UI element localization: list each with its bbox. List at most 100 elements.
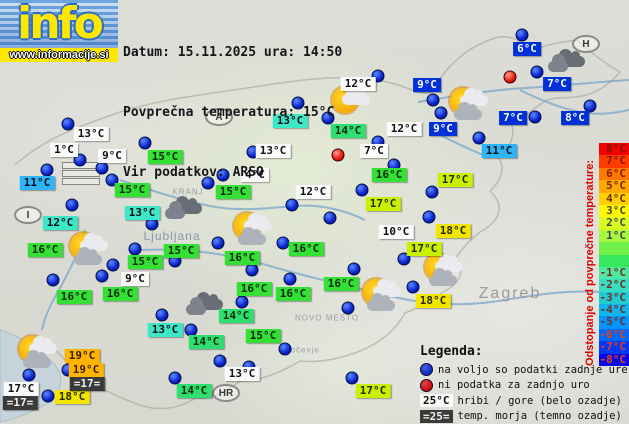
station-dot[interactable] (65, 198, 79, 212)
temp-station-label: 17°C (406, 242, 442, 256)
temp-station-label: 14°C (176, 384, 212, 398)
scale-row: -8°C (599, 353, 629, 367)
station-dot[interactable] (155, 308, 169, 322)
legend-sample-box: =25= (420, 409, 453, 423)
scale-row: -5°C (599, 316, 629, 329)
station-dot[interactable] (95, 161, 109, 175)
station-dot[interactable] (426, 93, 440, 107)
icon-part (373, 279, 401, 297)
temp-station-label: 16°C (224, 251, 260, 265)
station-dot[interactable] (41, 389, 55, 403)
legend-items: na voljo so podatki zadnje ure ni podatka… (420, 362, 629, 424)
temp-station-label: 16°C (275, 287, 311, 301)
icon-part (74, 247, 102, 265)
temp-station-label: 11°C (19, 176, 55, 190)
station-dot[interactable] (46, 273, 60, 287)
temp-station-label: 18°C (435, 224, 471, 238)
station-dot[interactable] (355, 183, 369, 197)
scale-row: -6°C (599, 328, 629, 342)
temp-station-label: 14°C (330, 124, 366, 138)
map-header: Datum: 15.11.2025 ura: 14:50 Povprečna t… (123, 3, 342, 223)
station-dot[interactable] (528, 110, 542, 124)
icon-part (342, 87, 370, 105)
station-dot[interactable] (425, 185, 439, 199)
temp-station-label: 10°C (378, 225, 414, 239)
legend-item-text: na voljo so podatki zadnje ure (438, 363, 628, 376)
station-dot[interactable] (321, 111, 335, 125)
temp-station-label: 16°C (371, 168, 407, 182)
station-dot[interactable] (434, 106, 448, 120)
country-marker-hr: HR (212, 384, 240, 402)
station-dot[interactable] (422, 210, 436, 224)
icon-part (62, 178, 100, 185)
station-dot[interactable] (515, 28, 529, 42)
station-dot[interactable] (235, 295, 249, 309)
station-dot[interactable] (341, 301, 355, 315)
dark-cloud-icon (183, 284, 229, 322)
station-dot[interactable] (106, 258, 120, 272)
legend-item: =25= temp. morja (temno ozadje) (420, 409, 629, 424)
temp-station-label: 17°C (365, 197, 401, 211)
icon-part (29, 336, 57, 354)
temp-station-label: 13°C (124, 206, 160, 220)
site-logo[interactable]: info www.informacije.si (0, 0, 118, 62)
temp-station-label: 9°C (98, 149, 126, 163)
temperature-deviation-scale: 8°C 7°C 6°C 5°C 4°C 3°C 2°C 1°C -1°C -2°C -3°C -4°C… (599, 142, 629, 367)
station-dot[interactable] (283, 272, 297, 286)
temp-station-label: 13°C (272, 114, 308, 128)
temp-station-label: 15°C (215, 185, 251, 199)
icon-part (80, 233, 108, 251)
station-dot[interactable] (406, 280, 420, 294)
temp-station-label: 17°C (3, 382, 39, 396)
station-dot-no-data[interactable] (331, 148, 345, 162)
station-dot[interactable] (347, 262, 361, 276)
station-dot[interactable] (211, 236, 225, 250)
station-dot[interactable] (291, 96, 305, 110)
temp-station-label: 16°C (102, 287, 138, 301)
icon-part (435, 254, 463, 272)
temp-station-label: 11°C (481, 144, 517, 158)
station-dot[interactable] (216, 168, 230, 182)
country-marker-a: A (205, 108, 233, 126)
station-dot[interactable] (168, 371, 182, 385)
station-dot[interactable] (583, 99, 597, 113)
station-dot[interactable] (345, 371, 359, 385)
temp-station-label: 9°C (121, 272, 149, 286)
temp-station-label: 15°C (147, 150, 183, 164)
temp-station-label: 16°C (323, 277, 359, 291)
station-dot[interactable] (22, 368, 36, 382)
station-dot[interactable] (323, 211, 337, 225)
station-dot[interactable] (245, 263, 259, 277)
station-dot[interactable] (213, 354, 227, 368)
temp-station-label: 7°C (543, 77, 571, 91)
station-dot[interactable] (95, 269, 109, 283)
station-dot[interactable] (61, 117, 75, 131)
station-dot[interactable] (278, 342, 292, 356)
station-dot[interactable] (40, 163, 54, 177)
temp-station-label: 4°C (241, 168, 269, 182)
temp-station-label: 15°C (163, 244, 199, 258)
scale-row: 1°C (599, 229, 629, 243)
station-dot[interactable] (201, 176, 215, 190)
scale-row: -1°C (599, 266, 629, 280)
station-dot[interactable] (472, 131, 486, 145)
station-dot[interactable] (276, 236, 290, 250)
sun-clouds-icon (358, 277, 404, 315)
temp-station-label: 18°C (54, 390, 90, 404)
icon-part (454, 102, 482, 120)
icon-part (165, 201, 185, 219)
station-dot[interactable] (128, 242, 142, 256)
city-label: Kočevje (284, 345, 320, 355)
legend-item-text: ni podatka za zadnjo uro (438, 379, 590, 392)
station-dot-no-data[interactable] (503, 70, 517, 84)
scale-row (599, 242, 629, 255)
temp-station-label: 15°C (245, 329, 281, 343)
station-dot[interactable] (530, 65, 544, 79)
temp-station-label: 6°C (513, 42, 541, 56)
legend: Legenda: na voljo so podatki zadnje ure n… (420, 344, 629, 424)
station-dot[interactable] (285, 198, 299, 212)
station-dot[interactable] (138, 136, 152, 150)
logo-url[interactable]: www.informacije.si (0, 48, 118, 62)
